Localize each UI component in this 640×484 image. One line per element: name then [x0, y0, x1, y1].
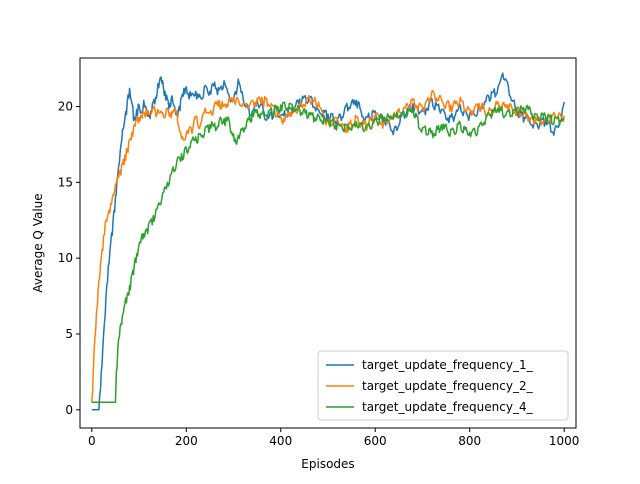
series-line-2 [91, 89, 565, 403]
legend: target_update_frequency_1_ target_update_… [317, 350, 569, 421]
y-tick-label: 10 [58, 251, 73, 265]
x-axis-ticks: 0 200 400 600 800 1000 [88, 428, 579, 448]
legend-label-1: target_update_frequency_1_ [362, 358, 534, 372]
x-tick-label: 0 [88, 434, 96, 448]
x-tick-label: 400 [269, 434, 292, 448]
y-tick-label: 15 [58, 175, 73, 189]
series-line-1 [91, 72, 565, 411]
x-tick-label: 800 [458, 434, 481, 448]
y-axis-ticks: 0 5 10 15 20 [58, 100, 80, 417]
x-axis-label: Episodes [301, 457, 354, 471]
legend-label-2: target_update_frequency_2_ [362, 379, 534, 393]
plot-lines [91, 72, 565, 411]
x-tick-label: 600 [364, 434, 387, 448]
x-tick-label: 1000 [549, 434, 580, 448]
y-axis-label: Average Q Value [31, 193, 45, 292]
x-tick-label: 200 [175, 434, 198, 448]
y-tick-label: 5 [65, 327, 73, 341]
legend-box [317, 350, 569, 421]
plot-frame [79, 57, 577, 429]
y-tick-label: 0 [65, 403, 73, 417]
legend-label-3: target_update_frequency_4_ [362, 400, 534, 414]
y-tick-label: 20 [58, 100, 73, 114]
series-line-3 [91, 101, 565, 403]
